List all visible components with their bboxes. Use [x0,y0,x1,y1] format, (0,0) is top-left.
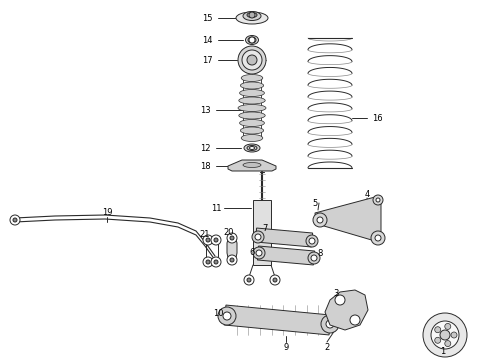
Circle shape [451,332,457,338]
Ellipse shape [241,127,264,134]
Circle shape [311,255,317,261]
Circle shape [247,55,257,65]
Ellipse shape [241,82,264,89]
Polygon shape [325,290,368,330]
Text: 6: 6 [249,248,255,257]
Circle shape [247,278,251,282]
Circle shape [440,330,450,340]
Circle shape [376,198,380,202]
Ellipse shape [243,12,261,21]
Circle shape [445,323,451,329]
Circle shape [206,260,210,264]
Circle shape [256,250,262,256]
Polygon shape [257,246,315,265]
Ellipse shape [236,12,268,24]
Circle shape [253,247,265,259]
Circle shape [375,235,381,241]
Text: 20: 20 [224,228,234,237]
Circle shape [435,327,441,333]
Circle shape [230,258,234,262]
Text: 11: 11 [211,203,221,212]
Circle shape [317,217,323,223]
Polygon shape [227,236,237,262]
Text: 8: 8 [318,248,323,257]
Text: 3: 3 [333,288,339,297]
Text: 5: 5 [313,198,318,207]
Circle shape [335,295,345,305]
Circle shape [214,238,218,242]
Text: 12: 12 [200,144,210,153]
Circle shape [431,321,459,349]
Ellipse shape [249,147,254,149]
Circle shape [249,37,255,43]
Text: 19: 19 [102,207,112,216]
Circle shape [252,231,264,243]
Ellipse shape [245,36,259,45]
Text: 16: 16 [372,113,382,122]
Ellipse shape [240,120,265,126]
Polygon shape [255,228,313,247]
Circle shape [223,312,231,320]
Circle shape [445,341,451,347]
Ellipse shape [239,97,265,104]
Bar [253,200,271,265]
Ellipse shape [247,145,257,150]
Circle shape [13,218,17,222]
Text: 1: 1 [441,347,445,356]
Circle shape [242,50,262,70]
Ellipse shape [247,13,257,18]
Polygon shape [228,160,276,171]
Circle shape [321,315,339,333]
Text: 7: 7 [262,224,268,233]
Circle shape [350,315,360,325]
Text: 10: 10 [213,309,223,318]
Circle shape [306,235,318,247]
Circle shape [10,215,20,225]
Circle shape [313,213,327,227]
Text: 9: 9 [283,342,289,351]
Circle shape [435,337,441,343]
Circle shape [227,255,237,265]
Polygon shape [315,197,381,241]
Circle shape [230,236,234,240]
Circle shape [211,235,221,245]
Circle shape [244,275,254,285]
Circle shape [255,234,261,240]
Text: 18: 18 [200,162,210,171]
Circle shape [371,231,385,245]
Circle shape [273,278,277,282]
Circle shape [249,12,255,18]
Circle shape [326,320,334,328]
Circle shape [227,233,237,243]
Ellipse shape [238,104,266,112]
Ellipse shape [241,135,263,141]
Ellipse shape [244,144,260,152]
Text: 15: 15 [202,14,212,23]
Circle shape [270,275,280,285]
Circle shape [238,46,266,74]
Circle shape [423,313,467,357]
Text: 4: 4 [365,189,369,198]
Circle shape [206,238,210,242]
Ellipse shape [243,162,261,167]
Circle shape [203,257,213,267]
Text: 14: 14 [202,36,212,45]
Polygon shape [224,305,331,335]
Ellipse shape [240,90,265,96]
Text: 21: 21 [200,230,210,239]
Text: 13: 13 [200,105,210,114]
Circle shape [214,260,218,264]
Ellipse shape [239,112,265,119]
Ellipse shape [248,37,256,43]
Circle shape [373,195,383,205]
Circle shape [308,252,320,264]
Circle shape [218,307,236,325]
Circle shape [309,238,315,244]
Text: 17: 17 [202,55,212,64]
Circle shape [211,257,221,267]
Text: 2: 2 [324,342,330,351]
Ellipse shape [241,75,263,81]
Circle shape [203,235,213,245]
